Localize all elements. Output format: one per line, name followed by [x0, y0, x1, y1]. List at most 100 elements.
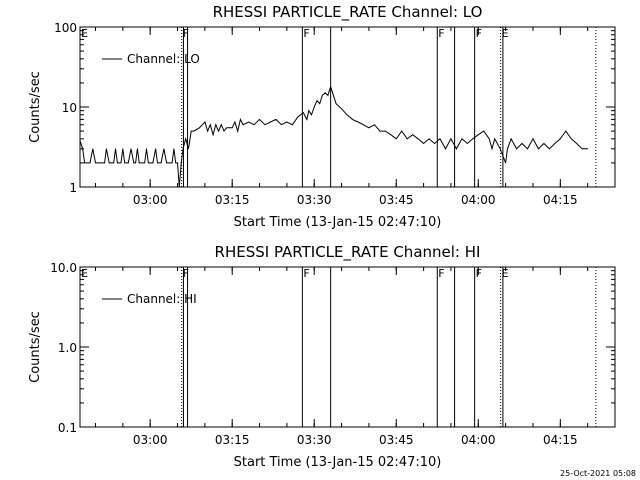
y-tick-label: 1	[69, 181, 77, 195]
data-point	[126, 162, 127, 164]
x-tick-label: 04:00	[461, 193, 496, 207]
data-point	[223, 130, 225, 132]
data-point	[108, 162, 110, 164]
data-point	[171, 162, 173, 164]
data-point	[327, 94, 329, 96]
data-point	[163, 148, 165, 150]
data-point	[395, 138, 397, 140]
data-point	[311, 114, 312, 116]
data-point	[302, 112, 304, 114]
data-point	[491, 148, 493, 150]
series-line	[79, 84, 588, 188]
y-tick-label: 0.1	[58, 421, 77, 435]
data-point	[135, 162, 136, 164]
data-point	[144, 162, 146, 164]
data-point	[253, 124, 255, 126]
data-point	[554, 143, 556, 144]
x-tick-label: 04:15	[543, 433, 578, 447]
data-point	[576, 143, 578, 144]
data-point	[428, 138, 430, 140]
data-point	[102, 162, 104, 164]
data-point	[193, 130, 195, 132]
flag-label: E	[81, 267, 88, 280]
data-point	[306, 118, 308, 120]
data-point	[152, 162, 154, 164]
x-tick-label: 03:15	[215, 433, 250, 447]
data-point	[543, 143, 545, 144]
data-point	[316, 100, 318, 102]
data-point	[120, 162, 122, 164]
flag-label: F	[438, 27, 444, 40]
data-point	[548, 148, 550, 150]
data-point	[527, 148, 528, 150]
data-point	[423, 143, 425, 144]
data-point	[390, 134, 392, 136]
data-point	[141, 162, 143, 164]
x-tick-label: 04:15	[543, 193, 578, 207]
data-point	[87, 162, 89, 164]
data-point	[483, 130, 485, 132]
data-point	[157, 162, 158, 164]
data-point	[291, 124, 293, 126]
data-point	[204, 121, 206, 123]
data-point	[587, 148, 589, 150]
data-point	[240, 118, 241, 120]
data-point	[173, 148, 175, 150]
data-point	[130, 148, 132, 150]
data-point	[188, 148, 189, 150]
data-point	[281, 124, 282, 126]
data-point	[510, 138, 512, 140]
data-point	[477, 134, 479, 136]
x-tick-label: 03:30	[297, 193, 332, 207]
data-point	[352, 118, 353, 120]
data-point	[507, 148, 508, 150]
y-tick-label: 100	[54, 21, 77, 35]
data-point	[124, 162, 126, 164]
data-point	[180, 162, 182, 164]
data-point	[89, 162, 91, 164]
data-point	[96, 162, 98, 164]
y-tick-label: 10.0	[50, 261, 77, 275]
x-axis-label: Start Time (13-Jan-15 02:47:10)	[234, 215, 442, 230]
data-point	[308, 110, 310, 112]
flag-label: F	[476, 27, 482, 40]
data-point	[379, 130, 381, 132]
data-point	[565, 130, 567, 132]
data-point	[264, 124, 266, 126]
data-point	[98, 162, 100, 164]
data-point	[106, 148, 107, 150]
data-point	[570, 138, 572, 140]
data-point	[175, 162, 177, 164]
data-point	[297, 116, 299, 118]
data-point	[368, 127, 370, 129]
data-point	[95, 162, 96, 164]
flag-label: F	[183, 267, 189, 280]
data-point	[133, 162, 135, 164]
data-point	[488, 138, 490, 140]
data-point	[532, 138, 534, 140]
data-point	[234, 121, 236, 123]
data-point	[207, 130, 208, 132]
data-point	[209, 124, 211, 126]
data-point	[346, 114, 348, 116]
data-point	[332, 94, 334, 96]
data-point	[79, 140, 81, 142]
data-point	[178, 186, 180, 188]
data-point	[237, 130, 239, 132]
data-point	[84, 162, 85, 164]
data-point	[212, 134, 214, 136]
flag-label: E	[81, 27, 88, 40]
data-point	[417, 138, 419, 140]
data-point	[82, 148, 84, 150]
data-point	[115, 148, 116, 150]
x-tick-label: 03:00	[133, 193, 168, 207]
data-point	[146, 148, 147, 150]
data-point	[324, 92, 326, 94]
data-point	[147, 162, 149, 164]
data-point	[521, 143, 523, 144]
x-tick-label: 04:00	[461, 433, 496, 447]
data-point	[581, 148, 583, 150]
data-point	[182, 148, 184, 150]
data-point	[220, 124, 222, 126]
